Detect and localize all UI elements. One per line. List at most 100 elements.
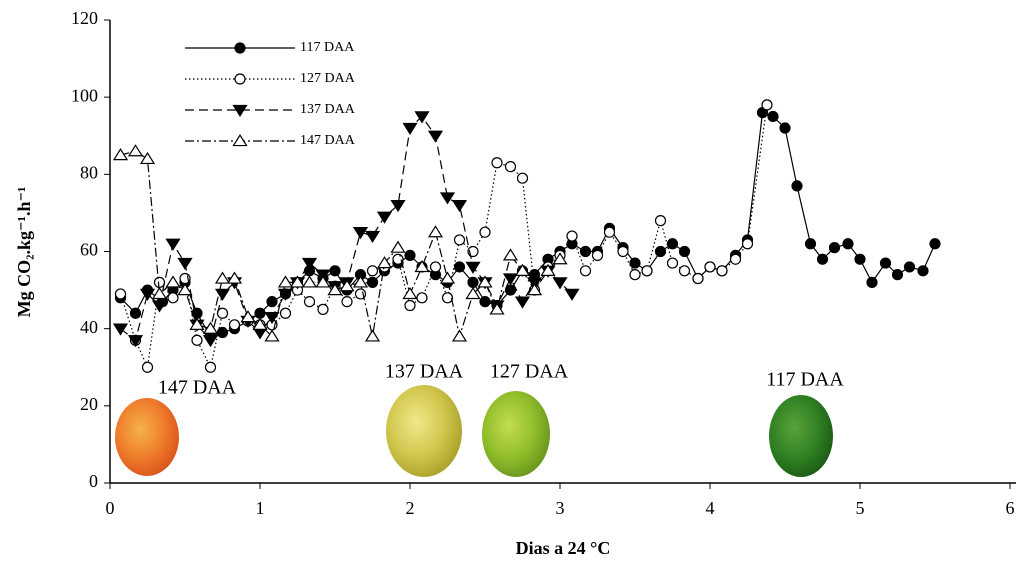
marker	[504, 161, 517, 173]
marker	[165, 275, 181, 288]
marker	[112, 323, 129, 336]
marker	[666, 238, 679, 250]
marker	[414, 259, 430, 273]
series-line	[119, 104, 768, 370]
fruit-label: 117 DAA	[766, 369, 844, 391]
marker	[441, 292, 454, 304]
marker	[232, 134, 248, 147]
marker	[729, 253, 742, 265]
x-tick-label: 1	[256, 498, 265, 518]
marker	[204, 361, 217, 373]
marker	[491, 157, 503, 169]
marker	[315, 269, 331, 282]
marker	[317, 303, 329, 315]
marker	[153, 276, 166, 288]
fruit-117	[769, 395, 833, 477]
marker	[842, 238, 854, 250]
marker	[404, 299, 416, 312]
marker	[402, 286, 418, 300]
marker	[240, 310, 256, 323]
marker	[654, 215, 667, 227]
marker	[678, 245, 691, 258]
marker	[252, 317, 268, 330]
marker	[416, 292, 428, 304]
marker	[390, 240, 406, 253]
marker	[467, 276, 479, 288]
y-tick-label: 100	[71, 85, 98, 105]
marker	[678, 265, 691, 277]
marker	[828, 242, 841, 254]
y-tick-label: 40	[80, 317, 98, 337]
marker	[429, 261, 442, 273]
x-tick-label: 3	[556, 498, 565, 518]
marker	[234, 42, 246, 54]
legend-label: 117 DAA	[300, 40, 355, 55]
marker	[439, 271, 456, 284]
marker	[791, 180, 803, 192]
marker	[453, 234, 466, 246]
marker	[451, 329, 468, 342]
marker	[891, 269, 904, 281]
marker	[315, 275, 331, 288]
y-axis-label: Mg CO₂.kg⁻¹.h⁻¹	[14, 187, 34, 318]
marker	[439, 192, 456, 205]
marker	[514, 296, 531, 309]
marker	[301, 257, 318, 271]
marker	[629, 257, 641, 269]
legend-label: 137 DAA	[300, 102, 356, 117]
x-tick-label: 6	[1006, 498, 1015, 518]
marker	[339, 279, 355, 292]
marker	[216, 326, 229, 339]
marker	[654, 245, 667, 258]
marker	[376, 211, 393, 224]
y-tick-label: 20	[80, 394, 98, 414]
fruit-127	[482, 391, 550, 477]
marker	[617, 245, 629, 258]
marker	[228, 319, 241, 331]
marker	[716, 265, 728, 277]
marker	[603, 226, 616, 238]
marker	[366, 276, 379, 288]
marker	[402, 122, 418, 136]
y-tick-label: 120	[71, 8, 98, 28]
marker	[564, 288, 580, 301]
marker	[526, 277, 543, 290]
marker	[127, 335, 144, 348]
marker	[177, 283, 193, 296]
marker	[177, 257, 193, 271]
fruit-137	[386, 385, 462, 477]
marker	[465, 286, 481, 300]
marker	[264, 329, 280, 342]
marker	[866, 276, 878, 288]
marker	[364, 329, 381, 342]
marker	[666, 257, 679, 269]
marker	[566, 230, 578, 242]
marker	[189, 317, 205, 330]
marker	[141, 361, 154, 373]
marker	[376, 256, 393, 269]
marker	[692, 272, 704, 285]
marker	[641, 265, 653, 277]
marker	[579, 245, 592, 258]
marker	[139, 151, 156, 165]
marker	[165, 238, 181, 251]
marker	[279, 307, 292, 319]
marker	[139, 288, 156, 301]
marker	[289, 275, 306, 288]
marker	[479, 296, 491, 308]
x-tick-label: 4	[706, 498, 715, 518]
marker	[254, 307, 266, 319]
marker	[591, 249, 604, 261]
marker	[214, 271, 231, 284]
marker	[502, 273, 519, 286]
marker	[226, 271, 243, 284]
marker	[629, 269, 641, 281]
fruit-label: 137 DAA	[385, 361, 464, 383]
marker	[579, 265, 592, 277]
marker	[465, 261, 481, 274]
legend-label: 127 DAA	[300, 71, 356, 86]
marker	[929, 238, 941, 250]
marker	[526, 283, 543, 296]
series-line	[120, 111, 936, 338]
